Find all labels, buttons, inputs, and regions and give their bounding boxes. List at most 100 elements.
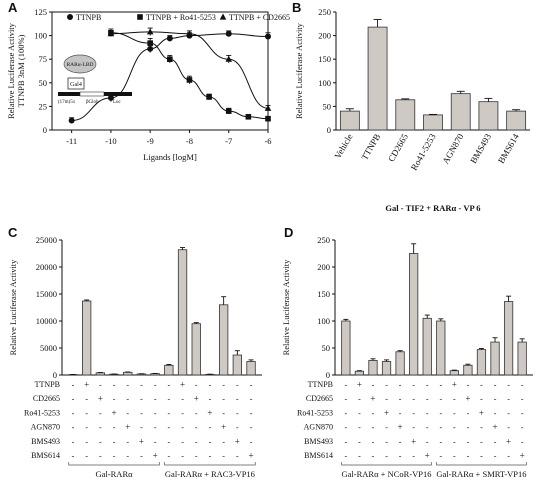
panel-d-bar (341, 320, 351, 376)
panel-a-point (225, 30, 232, 37)
panel-d-matrix-cell: - (426, 409, 429, 418)
panel-d-matrix-cell: - (453, 409, 456, 418)
panel-c-letter: C (8, 225, 18, 240)
panel-c-matrix-cell: - (99, 409, 102, 418)
panel-d-matrix-cell: - (399, 381, 402, 390)
panel-c-matrix-cell: - (168, 452, 171, 461)
panel-d-bar (436, 320, 446, 376)
panel-a-ytick-label: 0 (43, 125, 47, 135)
panel-d-matrix-cell: - (480, 395, 483, 404)
panel-c-matrix-cell: - (126, 452, 129, 461)
panel-d-bar (368, 360, 378, 376)
panel-c-group-bracket (68, 462, 160, 466)
panel-c-matrix-cell: + (84, 380, 89, 390)
panel-c-matrix-row-label: TTNPB (35, 380, 60, 389)
panel-d-matrix-cell: - (345, 423, 348, 432)
panel-d-matrix-cell: - (494, 381, 497, 390)
panel-b-category-label: Ro41-5253 (409, 132, 438, 173)
panel-d-ytick-label: 100 (317, 316, 330, 326)
panel-a-legend-label: TTNPB (76, 13, 101, 22)
panel-a-point (147, 40, 153, 46)
panel-c-matrix-cell: + (139, 436, 144, 446)
panel-b-category-label: BMS493 (468, 132, 493, 166)
panel-d-matrix-cell: - (439, 423, 442, 432)
panel-c-matrix-row-label: AGN870 (31, 423, 60, 432)
panel-c-matrix-cell: - (85, 452, 88, 461)
panel-d-matrix-cell: - (439, 409, 442, 418)
panel-d-matrix-cell: - (480, 423, 483, 432)
panel-a-xtick-label: -6 (264, 136, 271, 146)
panel-d-matrix-cell: - (345, 437, 348, 446)
panel-d-matrix-row-label: AGN870 (304, 423, 333, 432)
panel-a-xtick-label: -7 (225, 136, 232, 146)
panel-d-matrix-cell: - (439, 381, 442, 390)
panel-a-point (147, 45, 154, 52)
panel-d-bar (503, 301, 514, 376)
panel-d-matrix-cell: - (494, 452, 497, 461)
panel-a-ytick-label: 25 (39, 101, 48, 111)
panel-d-group-label: Gal-RARα + NCoR-VP16 (342, 469, 432, 479)
panel-a: A 0 25 50 75 100 125 -11 -10 -9 -8 -7 -6 Ligands [log… (6, 0, 290, 162)
panel-a-point (265, 115, 271, 122)
panel-d-matrix-cell: - (399, 437, 402, 446)
panel-d-matrix-row-label: BMS493 (304, 437, 333, 446)
panel-d-matrix-cell: - (358, 437, 361, 446)
panel-c-ytick-label: 10000 (36, 316, 57, 326)
panel-b-ytick-label: 150 (318, 54, 331, 64)
panel-d-matrix-cell: - (385, 395, 388, 404)
panel-c-bar (95, 372, 106, 376)
panel-c-matrix-cell: - (209, 395, 212, 404)
panel-c-matrix-cell: - (154, 381, 157, 390)
panel-d-matrix-cell: - (426, 395, 429, 404)
panel-c-matrix-cell: - (222, 452, 225, 461)
panel-c-matrix-cell: - (126, 409, 129, 418)
panel-d-matrix-cell: - (507, 409, 510, 418)
panel-c-matrix-cell: - (99, 437, 102, 446)
panel-a-letter: A (8, 0, 18, 15)
panel-d-matrix-cell: - (480, 381, 483, 390)
panel-d-matrix-cell: - (453, 395, 456, 404)
panel-a-point (186, 30, 193, 37)
panel-d-matrix-cell: - (521, 437, 524, 446)
panel-c-matrix-cell: - (154, 409, 157, 418)
panel-d-bar (490, 341, 500, 376)
panel-a-inset-ellipse (63, 54, 97, 74)
panel-c-matrix-cell: + (180, 380, 185, 390)
panel-d-matrix-cell: - (345, 409, 348, 418)
panel-c-matrix-cell: - (126, 381, 129, 390)
panel-a-series-line (110, 31, 269, 109)
panel-b: B 0 50 100 150 200 250 Relative Luciferase Acti… (292, 0, 530, 213)
panel-a-xtick-label: -11 (66, 136, 77, 146)
panel-d-matrix-cell: + (411, 436, 416, 446)
panel-c-bar (177, 249, 188, 376)
panel-d-matrix-cell: - (521, 423, 524, 432)
panel-d-matrix-cell: - (372, 381, 375, 390)
panel-c-ytick-label: 25000 (36, 235, 57, 245)
panel-c-bar (82, 300, 92, 376)
panel-a-xtick-label: -10 (105, 136, 116, 146)
panel-c-ytick-label: 0 (53, 370, 57, 380)
panel-c-matrix-cell: - (72, 395, 75, 404)
panel-a-ytick-label: 125 (34, 7, 47, 17)
panel-c-matrix-cell: - (250, 423, 253, 432)
panel-d-ylabel: Relative Luciferase Activity (281, 259, 291, 356)
panel-c-matrix-cell: - (222, 381, 225, 390)
panel-d-matrix-cell: - (507, 381, 510, 390)
panel-d-matrix-row-label: TTNPB (308, 380, 333, 389)
panel-b-category-label: AGN870 (440, 132, 465, 166)
panel-d-matrix-cell: - (521, 409, 524, 418)
panel-a-point (186, 77, 193, 83)
panel-d-matrix-cell: - (521, 395, 524, 404)
panel-b-ytick-label: 200 (318, 31, 331, 41)
panel-c-matrix-cell: - (236, 381, 239, 390)
panel-c-matrix-cell: - (250, 395, 253, 404)
panel-c-matrix-cell: - (236, 409, 239, 418)
panel-d-matrix-cell: - (439, 395, 442, 404)
panel-d-matrix-cell: - (412, 395, 415, 404)
panel-d-ytick-label: 50 (322, 343, 331, 353)
panel-b-bar (450, 93, 471, 131)
panel-c-matrix-cell: - (168, 381, 171, 390)
panel-a-ylabel: Relative Luciferase Activity (6, 22, 16, 119)
panel-c-matrix-cell: - (195, 452, 198, 461)
panel-d-bar (381, 361, 392, 376)
